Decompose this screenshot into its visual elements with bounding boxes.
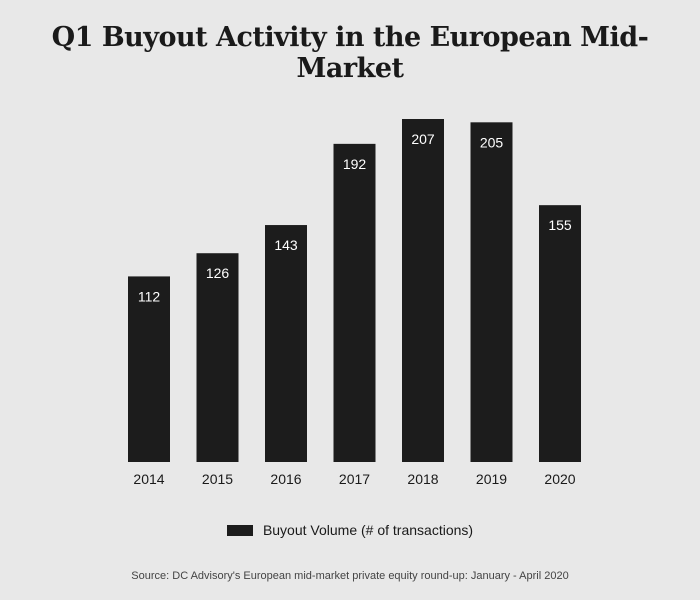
bar-value-label-2018: 207 bbox=[411, 131, 435, 147]
bar-value-label-2020: 155 bbox=[548, 217, 572, 233]
x-tick-label-2020: 2020 bbox=[544, 471, 575, 487]
legend: Buyout Volume (# of transactions) bbox=[0, 522, 700, 538]
bar-2014 bbox=[128, 276, 170, 462]
chart-title: Q1 Buyout Activity in the European Mid-M… bbox=[51, 22, 649, 84]
x-tick-label-2019: 2019 bbox=[476, 471, 507, 487]
bar-2019 bbox=[470, 122, 513, 462]
bar-value-label-2014: 112 bbox=[138, 288, 161, 304]
x-tick-label-2016: 2016 bbox=[270, 471, 301, 487]
legend-swatch bbox=[226, 524, 253, 536]
legend-label: Buyout Volume (# of transactions) bbox=[262, 522, 474, 538]
bar-2018 bbox=[402, 119, 444, 462]
x-tick-label-2017: 2017 bbox=[339, 471, 370, 487]
x-tick-label-2018: 2018 bbox=[407, 471, 438, 487]
bar-2016 bbox=[265, 225, 307, 462]
bar-2015 bbox=[196, 253, 239, 462]
bar-2017 bbox=[333, 143, 376, 462]
bar-value-label-2016: 143 bbox=[274, 237, 298, 253]
bar-value-label-2017: 192 bbox=[343, 156, 367, 172]
source-note: Source: DC Advisory's European mid-marke… bbox=[131, 570, 569, 582]
x-tick-label-2014: 2014 bbox=[133, 471, 164, 487]
bar-2020 bbox=[539, 205, 581, 462]
bar-value-label-2019: 205 bbox=[480, 134, 504, 150]
x-tick-label-2015: 2015 bbox=[202, 471, 233, 487]
bar-value-label-2015: 126 bbox=[206, 265, 230, 281]
